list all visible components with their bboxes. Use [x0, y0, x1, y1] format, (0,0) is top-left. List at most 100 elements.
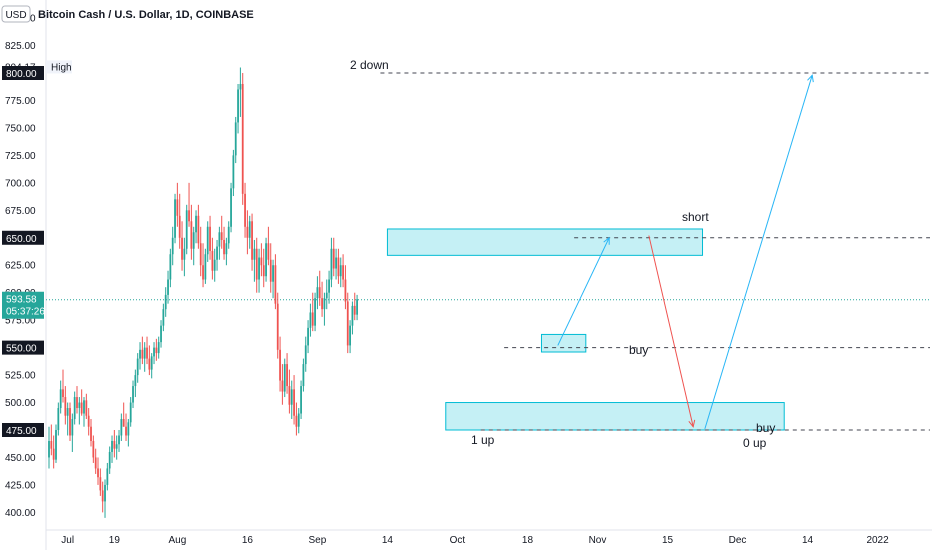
price-tick-label: 700.00: [5, 178, 36, 189]
arrows-layer: [557, 74, 814, 430]
candle-body: [167, 279, 169, 295]
time-tick-label: 2022: [866, 535, 889, 546]
candle-body: [57, 408, 60, 430]
candle-body: [267, 243, 270, 260]
candle-body: [71, 419, 74, 436]
candle-body: [227, 226, 230, 244]
candle-body: [141, 349, 144, 359]
candle-body: [225, 243, 228, 255]
candle-body: [230, 188, 232, 227]
level-price-tag[interactable]: [2, 230, 44, 245]
candle-body: [281, 380, 284, 392]
currency-badge[interactable]: USD: [5, 10, 26, 21]
candle-body: [300, 386, 302, 414]
candle-body: [106, 468, 109, 485]
candle-body: [204, 254, 207, 280]
candle-body: [349, 325, 351, 346]
projection-arrow-line[interactable]: [704, 75, 813, 430]
candle-body: [101, 490, 104, 502]
projection-arrow-line[interactable]: [557, 237, 610, 346]
candle-body: [265, 243, 267, 277]
zone-rect[interactable]: [445, 402, 785, 431]
candle-body: [241, 83, 244, 194]
price-axis[interactable]: 850.00825.00775.00750.00725.00700.00675.…: [2, 14, 72, 519]
candle-body: [295, 415, 298, 427]
candle-body: [288, 386, 291, 405]
candle-body: [78, 402, 81, 409]
currency-badge-frame[interactable]: [1, 5, 31, 23]
candle-body: [76, 397, 78, 409]
candle-body: [139, 349, 141, 359]
level-price-tag[interactable]: [2, 423, 44, 437]
candle-body: [337, 257, 340, 277]
candle-body: [220, 232, 223, 240]
candle-body: [330, 248, 333, 280]
candle-body: [232, 155, 235, 189]
candle-body: [115, 444, 118, 449]
price-tick-label: 500.00: [5, 398, 36, 409]
candle-body: [213, 259, 216, 271]
candle-body: [118, 435, 120, 445]
candle-body: [335, 257, 337, 269]
time-tick-label: Jul: [61, 535, 74, 546]
candle-body: [146, 347, 148, 359]
candle-body: [255, 248, 258, 280]
time-tick-label: Aug: [168, 535, 186, 546]
current-price-tag[interactable]: [2, 291, 44, 319]
candle-body: [199, 243, 202, 266]
candle-body: [160, 325, 162, 343]
candle-body: [134, 375, 137, 387]
level-price-tag[interactable]: [2, 66, 44, 80]
candle-body: [162, 309, 165, 326]
time-tick-label: 14: [382, 535, 394, 546]
level-price-text: 550.00: [6, 344, 37, 355]
annotation-two-down: 2 down: [350, 58, 389, 72]
candle-body: [185, 210, 188, 249]
price-tick-label: 450.00: [5, 453, 36, 464]
candle-body: [157, 342, 160, 354]
candle-body: [155, 347, 158, 354]
annotation-buy-small: buy: [629, 343, 648, 357]
candle-body: [92, 440, 95, 458]
level-price-text: 650.00: [6, 234, 37, 245]
candle-body: [223, 239, 225, 255]
candle-body: [346, 301, 349, 346]
level-price-text: 800.00: [6, 69, 37, 80]
candle-body: [211, 250, 214, 271]
candle-body: [251, 221, 253, 260]
price-tick-label: 575.00: [5, 316, 36, 327]
candle-body: [52, 448, 55, 460]
candle-body: [113, 440, 116, 449]
projection-arrow-head: [807, 74, 814, 83]
candle-body: [132, 386, 134, 403]
candle-body: [206, 226, 209, 255]
zone-rect[interactable]: [540, 333, 587, 353]
annotation-buy-big: buy: [756, 421, 775, 435]
zones-layer: [386, 228, 785, 431]
candle-body: [332, 248, 335, 269]
price-tick-label: 525.00: [5, 371, 36, 382]
candle-body: [94, 457, 97, 469]
candle-body: [328, 279, 330, 293]
price-tick-label: 675.00: [5, 206, 36, 217]
candle-body: [97, 468, 99, 478]
price-tick-label: 750.00: [5, 123, 36, 134]
grid-layer: [45, 0, 932, 550]
candle-body: [237, 89, 239, 123]
projection-arrow-line[interactable]: [648, 235, 694, 427]
annotation-one-up: 1 up: [471, 433, 495, 447]
price-tick-label: 625.00: [5, 261, 36, 272]
candle-body: [122, 419, 125, 427]
level-price-tag[interactable]: [2, 340, 44, 355]
zone-rect[interactable]: [386, 228, 704, 256]
price-tick-label: 825.00: [5, 41, 36, 52]
annotation-short: short: [682, 210, 709, 224]
candle-body: [246, 226, 249, 238]
time-axis[interactable]: Jul 19 Aug 16 Sep 14 Oct 18 Nov 15 Dec 14 2022: [61, 535, 889, 546]
candle-body: [309, 312, 312, 328]
candle-body: [69, 408, 71, 436]
candle-body: [239, 83, 242, 90]
candle-body: [253, 248, 256, 260]
